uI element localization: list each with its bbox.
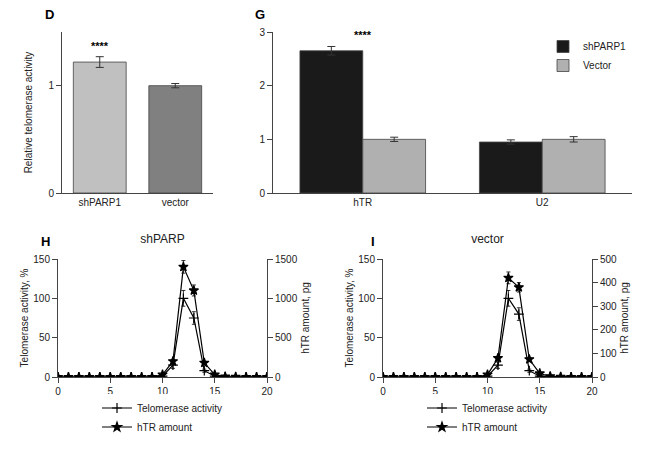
svg-text:0: 0 bbox=[44, 372, 50, 383]
svg-text:hTR amount, pg: hTR amount, pg bbox=[619, 282, 630, 354]
svg-text:****: **** bbox=[354, 29, 372, 41]
svg-text:shPARP1: shPARP1 bbox=[583, 41, 626, 52]
svg-text:0: 0 bbox=[369, 372, 375, 383]
svg-text:20: 20 bbox=[261, 386, 273, 397]
svg-text:10: 10 bbox=[156, 386, 169, 397]
svg-text:Telomerase activity: Telomerase activity bbox=[137, 403, 222, 414]
svg-text:5: 5 bbox=[432, 386, 438, 397]
svg-text:0: 0 bbox=[380, 386, 386, 397]
svg-text:shPARP: shPARP bbox=[140, 232, 184, 246]
svg-text:300: 300 bbox=[600, 301, 617, 312]
svg-text:400: 400 bbox=[600, 277, 617, 288]
svg-text:Relative telomerase activity: Relative telomerase activity bbox=[23, 52, 34, 174]
svg-text:150: 150 bbox=[33, 254, 50, 265]
svg-text:0: 0 bbox=[600, 372, 606, 383]
svg-text:vector: vector bbox=[162, 197, 190, 208]
svg-text:5: 5 bbox=[107, 386, 113, 397]
svg-text:1: 1 bbox=[48, 80, 54, 91]
svg-text:G: G bbox=[255, 7, 265, 22]
svg-text:hTR amount: hTR amount bbox=[137, 422, 192, 433]
svg-text:hTR amount, pg: hTR amount, pg bbox=[300, 282, 311, 354]
svg-text:500: 500 bbox=[600, 254, 617, 265]
svg-text:10: 10 bbox=[481, 386, 494, 397]
svg-text:100: 100 bbox=[600, 348, 617, 359]
svg-text:H: H bbox=[41, 234, 50, 249]
svg-text:0: 0 bbox=[275, 372, 281, 383]
svg-text:1500: 1500 bbox=[275, 254, 298, 265]
svg-text:3: 3 bbox=[259, 27, 265, 38]
svg-text:50: 50 bbox=[364, 332, 376, 343]
svg-text:2: 2 bbox=[259, 80, 265, 91]
svg-text:150: 150 bbox=[358, 254, 375, 265]
svg-text:0: 0 bbox=[48, 188, 54, 199]
svg-text:1: 1 bbox=[259, 134, 265, 145]
svg-text:15: 15 bbox=[534, 386, 546, 397]
svg-text:hTR amount: hTR amount bbox=[462, 422, 517, 433]
svg-text:50: 50 bbox=[39, 332, 51, 343]
svg-text:1000: 1000 bbox=[275, 293, 298, 304]
svg-text:0: 0 bbox=[259, 188, 265, 199]
svg-text:15: 15 bbox=[209, 386, 221, 397]
svg-text:****: **** bbox=[91, 40, 109, 52]
svg-text:100: 100 bbox=[33, 293, 50, 304]
svg-text:U2: U2 bbox=[536, 197, 549, 208]
svg-text:200: 200 bbox=[600, 324, 617, 335]
svg-text:Telomerase activity, %: Telomerase activity, % bbox=[344, 269, 355, 368]
svg-text:20: 20 bbox=[586, 386, 598, 397]
svg-text:500: 500 bbox=[275, 332, 292, 343]
svg-text:shPARP1: shPARP1 bbox=[78, 197, 121, 208]
svg-text:0: 0 bbox=[55, 386, 61, 397]
svg-text:Telomerase activity: Telomerase activity bbox=[462, 403, 547, 414]
svg-text:100: 100 bbox=[358, 293, 375, 304]
svg-text:I: I bbox=[371, 234, 375, 249]
svg-text:Telomerase activity, %: Telomerase activity, % bbox=[19, 269, 30, 368]
svg-text:D: D bbox=[45, 7, 54, 22]
svg-text:Vector: Vector bbox=[583, 60, 612, 71]
svg-text:vector: vector bbox=[471, 232, 504, 246]
svg-text:hTR: hTR bbox=[353, 197, 372, 208]
